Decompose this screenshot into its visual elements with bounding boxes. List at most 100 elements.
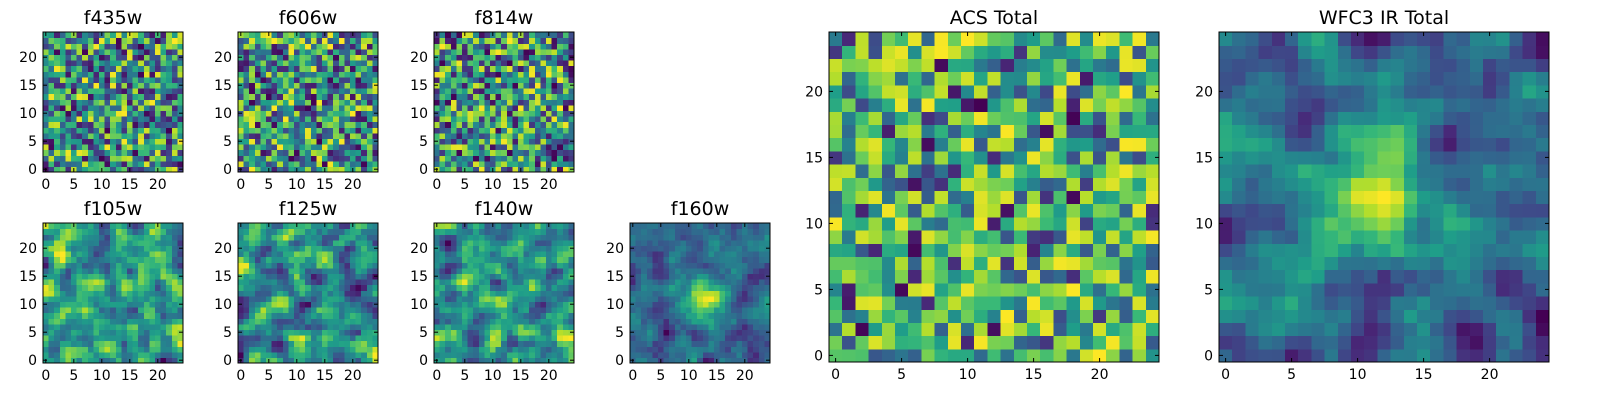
heatmap-cell xyxy=(65,340,72,347)
heatmap-cell xyxy=(271,329,278,336)
heatmap-cell xyxy=(143,121,150,128)
heatmap-cell xyxy=(93,251,100,258)
heatmap-cell xyxy=(506,88,513,95)
heatmap-cell xyxy=(338,256,345,263)
heatmap-cell xyxy=(934,216,949,231)
heatmap-cell xyxy=(478,273,485,280)
heatmap-cell xyxy=(551,48,558,55)
heatmap-cell xyxy=(439,43,446,50)
heatmap-cell xyxy=(462,160,469,167)
heatmap-cell xyxy=(333,251,340,258)
heatmap-cell xyxy=(104,223,111,230)
heatmap-cell xyxy=(506,262,513,269)
heatmap-cell xyxy=(1013,164,1028,178)
heatmap-cell xyxy=(87,239,94,246)
heatmap-cell xyxy=(484,82,491,89)
heatmap-cell xyxy=(445,251,452,258)
heatmap-cell xyxy=(48,104,55,111)
heatmap-cell xyxy=(54,323,61,330)
heatmap-cell xyxy=(310,234,317,241)
heatmap-cell xyxy=(702,301,709,308)
heatmap-cell xyxy=(149,43,156,50)
heatmap-cell xyxy=(518,127,525,134)
heatmap-cell xyxy=(282,65,289,72)
heatmap-cell xyxy=(921,150,936,165)
heatmap-cell xyxy=(895,243,909,257)
heatmap-cell xyxy=(434,48,441,55)
heatmap-cell xyxy=(254,312,261,319)
heatmap-cell xyxy=(361,357,368,364)
heatmap-cell xyxy=(758,273,765,280)
heatmap-cell xyxy=(714,335,721,342)
heatmap-cell xyxy=(310,160,317,167)
heatmap-cell xyxy=(160,71,167,78)
heatmap-cell xyxy=(333,104,340,111)
heatmap-cell xyxy=(93,312,100,319)
heatmap-cell xyxy=(501,262,508,269)
heatmap-cell xyxy=(1145,296,1160,310)
heatmap-cell xyxy=(65,295,72,302)
heatmap-cell xyxy=(495,99,502,106)
heatmap-cell xyxy=(43,155,50,162)
heatmap-cell xyxy=(445,351,452,358)
heatmap-cell xyxy=(149,307,156,314)
heatmap-cell xyxy=(149,48,156,55)
heatmap-cell xyxy=(868,296,883,310)
heatmap-cell xyxy=(372,60,379,67)
heatmap-cell xyxy=(305,357,312,364)
heatmap-cell xyxy=(282,301,289,308)
heatmap-cell xyxy=(540,76,547,83)
heatmap-cell xyxy=(518,267,525,274)
heatmap-cell xyxy=(518,228,525,235)
heatmap-cell xyxy=(855,230,870,244)
heatmap-cell xyxy=(434,43,441,50)
heatmap-cell xyxy=(350,37,357,44)
heatmap-cell xyxy=(355,149,362,156)
heatmap-cell xyxy=(361,104,368,111)
heatmap-cell xyxy=(333,301,340,308)
heatmap-cell xyxy=(557,132,564,139)
heatmap-cell xyxy=(166,82,173,89)
heatmap-cell xyxy=(93,307,100,314)
heatmap-cell xyxy=(299,335,306,342)
heatmap-cell xyxy=(350,267,357,274)
heatmap-cell xyxy=(895,177,909,191)
heatmap-cell xyxy=(518,284,525,291)
heatmap-cell xyxy=(557,138,564,145)
heatmap-cell xyxy=(445,245,452,252)
heatmap-cell xyxy=(322,110,329,117)
heatmap-cell xyxy=(562,357,569,364)
heatmap-cell xyxy=(512,65,519,72)
heatmap-cell xyxy=(260,149,267,156)
heatmap-cell xyxy=(562,245,569,252)
heatmap-cell xyxy=(663,234,670,241)
heatmap-cell xyxy=(478,256,485,263)
heatmap-cell xyxy=(562,93,569,100)
heatmap-cell xyxy=(568,279,575,286)
heatmap-cell xyxy=(155,110,162,117)
heatmap-cell xyxy=(495,340,502,347)
heatmap-cell xyxy=(473,48,480,55)
heatmap-cell xyxy=(881,348,896,363)
heatmap-cell xyxy=(327,104,334,111)
heatmap-cell xyxy=(456,301,463,308)
heatmap-cell xyxy=(288,329,295,336)
heatmap-cell xyxy=(439,138,446,145)
heatmap-cell xyxy=(59,104,66,111)
heatmap-cell xyxy=(462,228,469,235)
heatmap-cell xyxy=(742,340,749,347)
heatmap-cell xyxy=(523,93,530,100)
heatmap-cell xyxy=(641,267,648,274)
heatmap-cell xyxy=(277,228,284,235)
heatmap-cell xyxy=(478,121,485,128)
heatmap-cell xyxy=(87,223,94,230)
heatmap-cell xyxy=(327,121,334,128)
heatmap-cell xyxy=(271,65,278,72)
heatmap-cell xyxy=(121,228,128,235)
heatmap-cell xyxy=(562,32,569,39)
heatmap-cell xyxy=(540,155,547,162)
heatmap-cell xyxy=(260,351,267,358)
heatmap-cell xyxy=(82,307,89,314)
heatmap-cell xyxy=(310,32,317,39)
heatmap-cell xyxy=(764,234,771,241)
